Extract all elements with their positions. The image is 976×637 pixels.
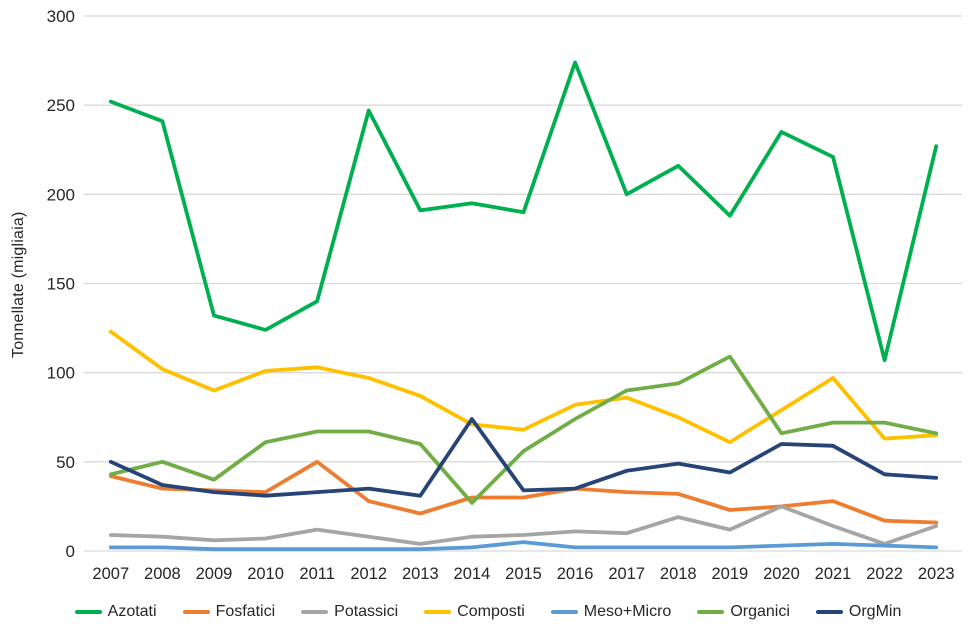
legend-label-potassici: Potassici [334,603,399,620]
x-tick-label-2007: 2007 [92,565,129,583]
legend-item-orgmin[interactable]: OrgMin [815,603,902,621]
x-tick-label-2023: 2023 [918,565,955,583]
legend-item-potassici[interactable]: Potassici [301,603,398,621]
x-tick-label-2009: 2009 [196,565,233,583]
y-tick-label-200: 200 [47,185,75,204]
series-line-orgmin [108,417,939,498]
legend-item-azotati[interactable]: Azotati [74,603,157,621]
legend-swatch-meso-micro [550,610,578,614]
legend-label-orgmin: OrgMin [848,603,902,620]
x-tick-label-2019: 2019 [711,565,748,583]
legend-swatch-organici [697,610,725,614]
legend-item-organici[interactable]: Organici [697,603,790,621]
legend-label-composti: Composti [457,603,525,620]
legend-item-meso-micro[interactable]: Meso+Micro [550,603,672,621]
y-tick-label-300: 300 [47,7,75,26]
series-line-potassici [108,504,939,546]
legend-swatch-potassici [301,610,329,614]
series-line-meso-micro [108,540,939,552]
legend-swatch-fosfatici [182,610,210,614]
legend-item-fosfatici[interactable]: Fosfatici [182,603,276,621]
x-tick-label-2018: 2018 [660,565,697,583]
x-tick-label-2012: 2012 [350,565,387,583]
legend-swatch-composti [424,610,452,614]
legend-label-organici: Organici [730,603,790,620]
y-tick-label-100: 100 [47,364,75,383]
series-line-organici [108,354,939,505]
x-tick-label-2016: 2016 [557,565,594,583]
x-tick-label-2020: 2020 [763,565,800,583]
x-tick-label-2017: 2017 [608,565,645,583]
legend-item-composti[interactable]: Composti [424,603,525,621]
x-tick-label-2011: 2011 [299,565,334,583]
legend-swatch-orgmin [815,610,843,614]
y-tick-label-50: 50 [56,453,75,472]
series-line-composti [108,329,939,445]
x-tick-label-2015: 2015 [505,565,542,583]
y-tick-label-250: 250 [47,96,75,115]
x-tick-label-2010: 2010 [247,565,284,583]
x-tick-label-2022: 2022 [866,565,903,583]
legend-label-meso-micro: Meso+Micro [583,603,672,620]
x-tick-label-2021: 2021 [815,565,852,583]
plot-area: 0 50 100 150 200 250 300 2007 2008 2009 2010 2011 20… [47,7,962,583]
y-tick-label-0: 0 [66,542,75,561]
x-tick-label-2014: 2014 [454,565,491,583]
legend-swatch-azotati [74,610,102,614]
legend-label-fosfatici: Fosfatici [215,603,276,620]
x-tick-label-2013: 2013 [402,565,439,583]
legend: Azotati Fosfatici Potassici Composti Meso+Mi… [0,596,976,628]
x-tick-label-2008: 2008 [144,565,181,583]
series-line-fosfatici [108,459,939,525]
legend-label-azotati: Azotati [107,603,157,620]
y-axis-title: Tonnellate (migliaia) [10,211,27,359]
y-tick-label-150: 150 [47,275,75,294]
series-line-azotati [108,60,939,363]
